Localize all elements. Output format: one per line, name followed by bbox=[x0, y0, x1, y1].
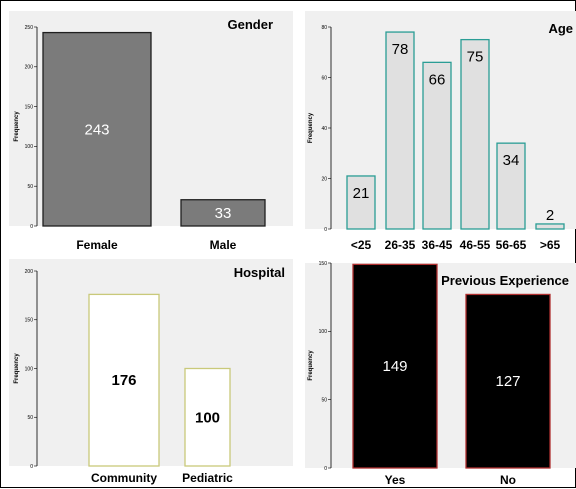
y-tick-label: 0 bbox=[324, 227, 327, 233]
y-tick-label: 40 bbox=[321, 126, 327, 132]
chart-title: Age bbox=[548, 21, 573, 36]
y-tick-label: 150 bbox=[25, 104, 34, 110]
bar-value-label: 243 bbox=[84, 121, 109, 138]
bar bbox=[346, 175, 376, 230]
chart-panel-4: 0 50 100 150 Frequency Previous Experience 149… bbox=[305, 261, 576, 487]
bar-value-label: 66 bbox=[429, 71, 446, 88]
category-label: 36-45 bbox=[422, 238, 453, 252]
y-tick-label: 100 bbox=[25, 144, 34, 150]
bar-value-label: 21 bbox=[353, 185, 370, 202]
y-axis-label: Frequency bbox=[308, 350, 314, 381]
chart-title: Hospital bbox=[234, 265, 285, 280]
y-tick-label: 250 bbox=[25, 25, 34, 31]
category-label: <25 bbox=[351, 238, 372, 252]
bar bbox=[352, 263, 438, 469]
category-label: 26-35 bbox=[385, 238, 416, 252]
y-axis-label: Frequency bbox=[14, 111, 20, 142]
bar bbox=[422, 61, 452, 230]
chart-title: Gender bbox=[227, 17, 273, 32]
bar-value-label: 100 bbox=[195, 409, 220, 426]
category-label: Community bbox=[91, 471, 157, 485]
bar-value-label: 75 bbox=[467, 49, 484, 66]
bar-value-label: 33 bbox=[215, 205, 232, 222]
y-tick-label: 20 bbox=[321, 176, 327, 182]
y-tick-label: 0 bbox=[324, 466, 327, 472]
bar bbox=[88, 293, 160, 467]
bar bbox=[385, 31, 415, 230]
chart-title: Previous Experience bbox=[441, 273, 569, 288]
y-tick-label: 100 bbox=[25, 366, 34, 372]
y-tick-label: 50 bbox=[27, 415, 33, 421]
y-tick-label: 150 bbox=[319, 261, 328, 267]
bar-value-label: 78 bbox=[392, 41, 409, 58]
category-label: >65 bbox=[540, 238, 561, 252]
chart-panel-1: 0 50 100 150 200 250 Frequency Gender 243 Female 3… bbox=[9, 11, 293, 252]
y-axis-label: Frequency bbox=[308, 112, 314, 143]
chart-panel-2: 0 20 40 60 80 Frequency Age 21 <25 78 26-35 66 36-45… bbox=[305, 11, 576, 252]
category-label: Yes bbox=[385, 473, 406, 487]
bar-value-label: 2 bbox=[546, 207, 554, 224]
chart-panel-3: 0 50 100 150 200 Frequency Hospital 176 Communit… bbox=[9, 259, 293, 485]
bar-value-label: 34 bbox=[503, 152, 520, 169]
bar-value-label: 127 bbox=[495, 373, 520, 390]
y-axis-label: Frequency bbox=[14, 353, 20, 384]
y-tick-label: 100 bbox=[319, 329, 328, 335]
category-label: 46-55 bbox=[460, 238, 491, 252]
y-tick-label: 80 bbox=[321, 25, 327, 31]
category-label: Pediatric bbox=[182, 471, 233, 485]
category-label: Male bbox=[210, 238, 237, 252]
bar bbox=[465, 293, 551, 469]
bar bbox=[496, 142, 526, 230]
category-label: Female bbox=[76, 238, 118, 252]
bar bbox=[180, 199, 266, 227]
bar bbox=[460, 38, 490, 230]
category-label: No bbox=[500, 473, 516, 487]
bar bbox=[184, 367, 231, 467]
y-tick-label: 150 bbox=[25, 318, 34, 324]
y-tick-label: 50 bbox=[321, 397, 327, 403]
bar bbox=[42, 31, 152, 227]
bar bbox=[535, 223, 565, 230]
y-tick-label: 0 bbox=[30, 464, 33, 470]
y-tick-label: 200 bbox=[25, 269, 34, 275]
y-tick-label: 60 bbox=[321, 75, 327, 81]
y-tick-label: 0 bbox=[30, 224, 33, 230]
category-label: 56-65 bbox=[496, 238, 527, 252]
y-tick-label: 200 bbox=[25, 65, 34, 71]
bar-value-label: 149 bbox=[382, 358, 407, 375]
y-tick-label: 50 bbox=[27, 184, 33, 190]
bar-value-label: 176 bbox=[111, 372, 136, 389]
